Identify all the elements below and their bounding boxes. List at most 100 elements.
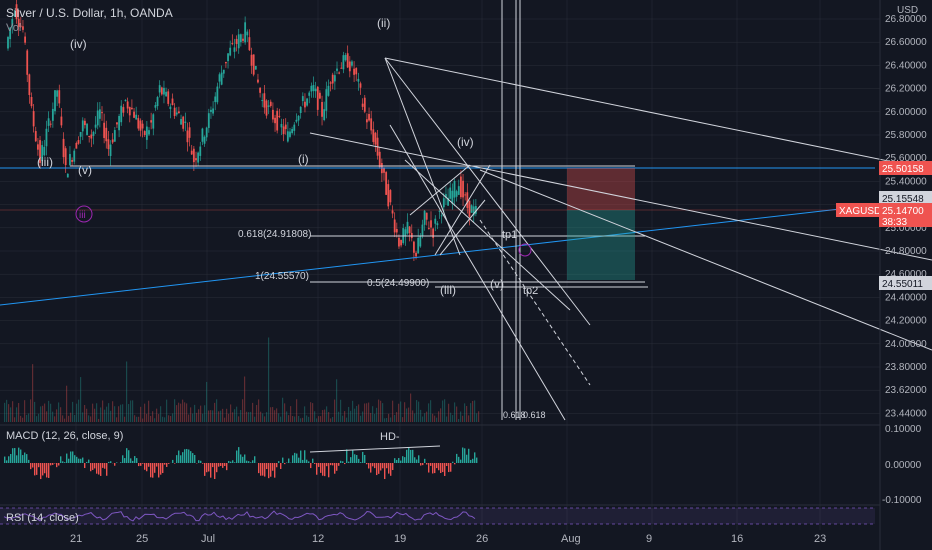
stop-zone[interactable] [567,168,635,210]
price-tick: 24.40000 [885,292,927,303]
volume-bar [352,400,354,422]
volume-bar [16,407,18,422]
candle-body [227,53,229,62]
macd-bar [410,449,412,463]
macd-bar [172,459,174,463]
price-tick: 25.00000 [885,223,927,234]
currency-label: USD [897,5,918,16]
macd-bar [8,456,10,463]
volume-bar [396,412,398,422]
macd-bar [72,451,74,463]
macd-tick-1: 0.00000 [885,460,922,471]
candle-body [203,136,206,144]
volume-bar [212,410,214,422]
candle-body [171,98,174,106]
macd-bar [212,463,214,468]
candle-body [252,54,255,75]
macd-bar [350,457,352,463]
candle-body [430,220,432,228]
time-tick: 19 [394,533,406,545]
rsi-label[interactable]: RSI (14, close) [6,512,79,524]
macd-bar [380,463,382,471]
volume-bar [366,403,368,422]
volume-bar [226,408,228,422]
macd-bar [460,459,462,463]
circle-wave-label: iii [79,210,86,221]
macd-bar [394,458,396,463]
macd-bar [194,455,196,463]
volume-bar [122,404,124,422]
macd-bar [330,463,332,466]
volume-bar [134,415,136,422]
volume-bar [432,413,434,422]
volume-bar [228,413,230,422]
candle-body [361,103,364,107]
circle-marker-2 [518,243,532,257]
time-axis[interactable]: 21 25 Jul 12 19 26 Aug 9 16 23 [70,533,826,545]
candle-body [182,116,185,129]
macd-bar [244,454,246,463]
macd-bar [302,459,304,463]
volume-bar [240,410,242,422]
macd-bar [358,458,360,463]
candle-body [156,97,159,107]
volume-bar [308,416,310,422]
candle-body [323,109,326,121]
macd-bar [474,452,476,463]
badge-lower-text: 24.55011 [882,279,923,290]
volume-label: Vol [6,22,22,34]
macd-bar [4,456,6,463]
target-zone[interactable] [567,210,635,280]
macd-bar [100,463,102,476]
candle-body [400,239,402,246]
macd-bar [84,463,86,469]
time-tick: 23 [814,533,826,545]
candle-body [449,187,452,199]
candle-body [445,194,447,198]
badge-last [879,203,932,227]
candle-body [363,97,366,112]
macd-bar [312,458,314,463]
symbol-title[interactable]: Silver / U.S. Dollar, 1h, OANDA [6,6,173,20]
volume-bar [314,411,316,422]
candle-body [133,111,135,118]
badge-countdown: 38:33 [882,217,907,228]
trend-line[interactable] [0,204,876,306]
candle-body [374,132,377,145]
macd-bar [222,463,224,468]
candle-body [301,96,304,102]
price-tick: 24.00000 [885,339,927,350]
candle-body [9,27,12,40]
candle-body [210,109,212,112]
volume-bar [374,413,376,422]
macd-bar [242,456,244,463]
macd-label[interactable]: MACD (12, 26, close, 9) [6,430,124,442]
macd-bar [282,457,284,463]
macd-bar [400,460,402,463]
volume-bar [66,385,68,422]
volume-bar [450,412,452,422]
volume-bar [204,405,206,422]
macd-bar [32,463,34,468]
volume-bar [20,415,22,422]
volume-bar [404,402,406,422]
volume-bar [14,417,16,422]
macd-bar [398,457,400,463]
volume-bar [312,403,314,422]
volume-bar [304,406,306,422]
macd-bar [278,461,280,463]
divergence-line [309,445,441,453]
price-tick: 26.00000 [885,107,927,118]
wave-iii-2: (iii) [440,283,456,297]
drawing-lines[interactable] [309,57,932,421]
macd-bar [168,463,170,464]
volume-bar [46,411,48,422]
macd-bar [364,454,366,463]
macd-bar [130,458,132,463]
candle-body [13,14,16,16]
macd-bar [262,463,264,476]
macd-bar [80,458,82,463]
time-tick: Jul [201,533,215,545]
